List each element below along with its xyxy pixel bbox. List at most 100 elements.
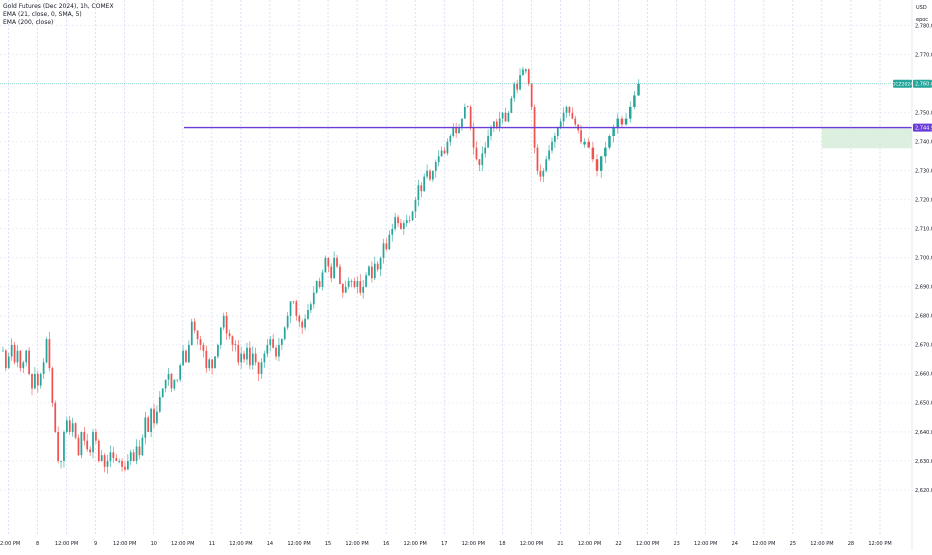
candle-body (455, 127, 458, 134)
candle-body (106, 460, 109, 467)
candle-body (490, 127, 492, 137)
candle-body (249, 347, 251, 366)
candle-body (278, 344, 280, 357)
candle-body (545, 159, 548, 171)
candle-body (68, 420, 71, 432)
time-axis[interactable]: 12:00 PM 8 12:00 PM 9 12:00 PM 10 12:00 PM 11 12… (0, 541, 892, 547)
candle-body (423, 176, 426, 192)
time-axis-label: 12:00 PM (287, 541, 310, 547)
candle-body (208, 359, 211, 369)
price-axis-label: 2,740.0 (915, 140, 932, 146)
candle-body (275, 347, 277, 357)
current-price-text: 2,760.0 (915, 82, 932, 88)
candle-body (339, 266, 341, 284)
target-zone-rect[interactable] (822, 127, 912, 149)
candle-body (513, 83, 516, 99)
candle-body (231, 336, 234, 345)
candle-body (388, 234, 391, 250)
candle-body (22, 362, 25, 369)
candle-body (71, 423, 74, 432)
candle-body (97, 440, 100, 461)
candle-body (109, 452, 112, 461)
candle-body (164, 379, 167, 389)
candle-body (228, 333, 231, 337)
candle-body (74, 423, 77, 438)
legend-symbol[interactable]: Gold Futures (Dec 2024), 1h, COMEX (3, 3, 114, 10)
candle-body (132, 452, 135, 461)
candle-body (283, 327, 286, 340)
candle-body (92, 431, 94, 453)
candle-body (365, 275, 367, 287)
candle-body (612, 127, 615, 137)
candle-body (516, 83, 519, 90)
candle-body (495, 121, 498, 128)
candle-body (484, 147, 487, 154)
time-axis-label: 22 (615, 541, 621, 547)
candle-body (312, 292, 315, 305)
legend-ema-200[interactable]: EMA (200, close) (3, 19, 54, 26)
candle-body (25, 350, 28, 363)
horizontal-lines[interactable] (0, 83, 912, 129)
candle-body (266, 344, 269, 354)
price-axis-label: 2,680.0 (915, 314, 932, 320)
candle-body (519, 75, 521, 90)
time-axis-label: 12:00 PM (810, 541, 833, 547)
candle-body (382, 243, 385, 258)
price-axis-label: 2,640.0 (915, 430, 932, 436)
candle-body (405, 220, 408, 224)
candle-body (135, 446, 138, 461)
currency-label[interactable]: USD (916, 5, 927, 11)
time-axis-label: 24 (732, 541, 738, 547)
candle-body (562, 112, 565, 122)
symbol-badge (893, 79, 912, 88)
candle-body (628, 107, 632, 119)
time-axis-label: 12:00 PM (113, 541, 136, 547)
candle-body (551, 141, 553, 151)
candle-body (80, 431, 83, 456)
candle-body (153, 408, 155, 424)
candle-body (167, 373, 170, 380)
candle-body (298, 315, 301, 322)
candle-body (522, 69, 524, 76)
candle-body (34, 373, 36, 389)
candle-body (185, 350, 187, 363)
session-label[interactable]: epoc (916, 17, 928, 23)
time-axis-label: 21 (557, 541, 563, 547)
legend-ema-21[interactable]: EMA (21, close, 0, SMA, 5) (3, 11, 82, 18)
time-axis-label: 12:00 PM (55, 541, 78, 547)
candle-body (461, 118, 463, 128)
candle-body (402, 223, 405, 229)
candle-body (408, 219, 411, 221)
candle-body (86, 440, 89, 450)
time-axis-label: 23 (673, 541, 679, 547)
candle-body (587, 141, 590, 148)
candle-body (31, 373, 33, 389)
candle-body (443, 150, 446, 154)
candle-body (240, 353, 243, 363)
candle-body (633, 95, 636, 107)
candle-body (141, 437, 144, 456)
time-axis-label: 12:00 PM (171, 541, 194, 547)
candle-body (83, 431, 86, 441)
candle-body (394, 217, 396, 229)
candle-body (458, 127, 460, 134)
candle-body (527, 69, 530, 84)
candle-body (379, 257, 382, 270)
candle-body (487, 136, 489, 148)
price-axis-label: 2,620.0 (915, 488, 932, 494)
candle-body (391, 228, 394, 235)
candle-body (400, 223, 402, 229)
candle-body (624, 118, 628, 125)
candle-body (214, 356, 216, 369)
candle-body (504, 112, 507, 122)
candle-body (493, 121, 495, 128)
candle-body (429, 170, 431, 180)
price-axis-label: 2,710.0 (915, 227, 932, 233)
price-axis-label: 2,690.0 (915, 285, 932, 291)
candle-body (507, 112, 510, 122)
candle-body (463, 107, 466, 119)
candle-body (225, 315, 228, 334)
